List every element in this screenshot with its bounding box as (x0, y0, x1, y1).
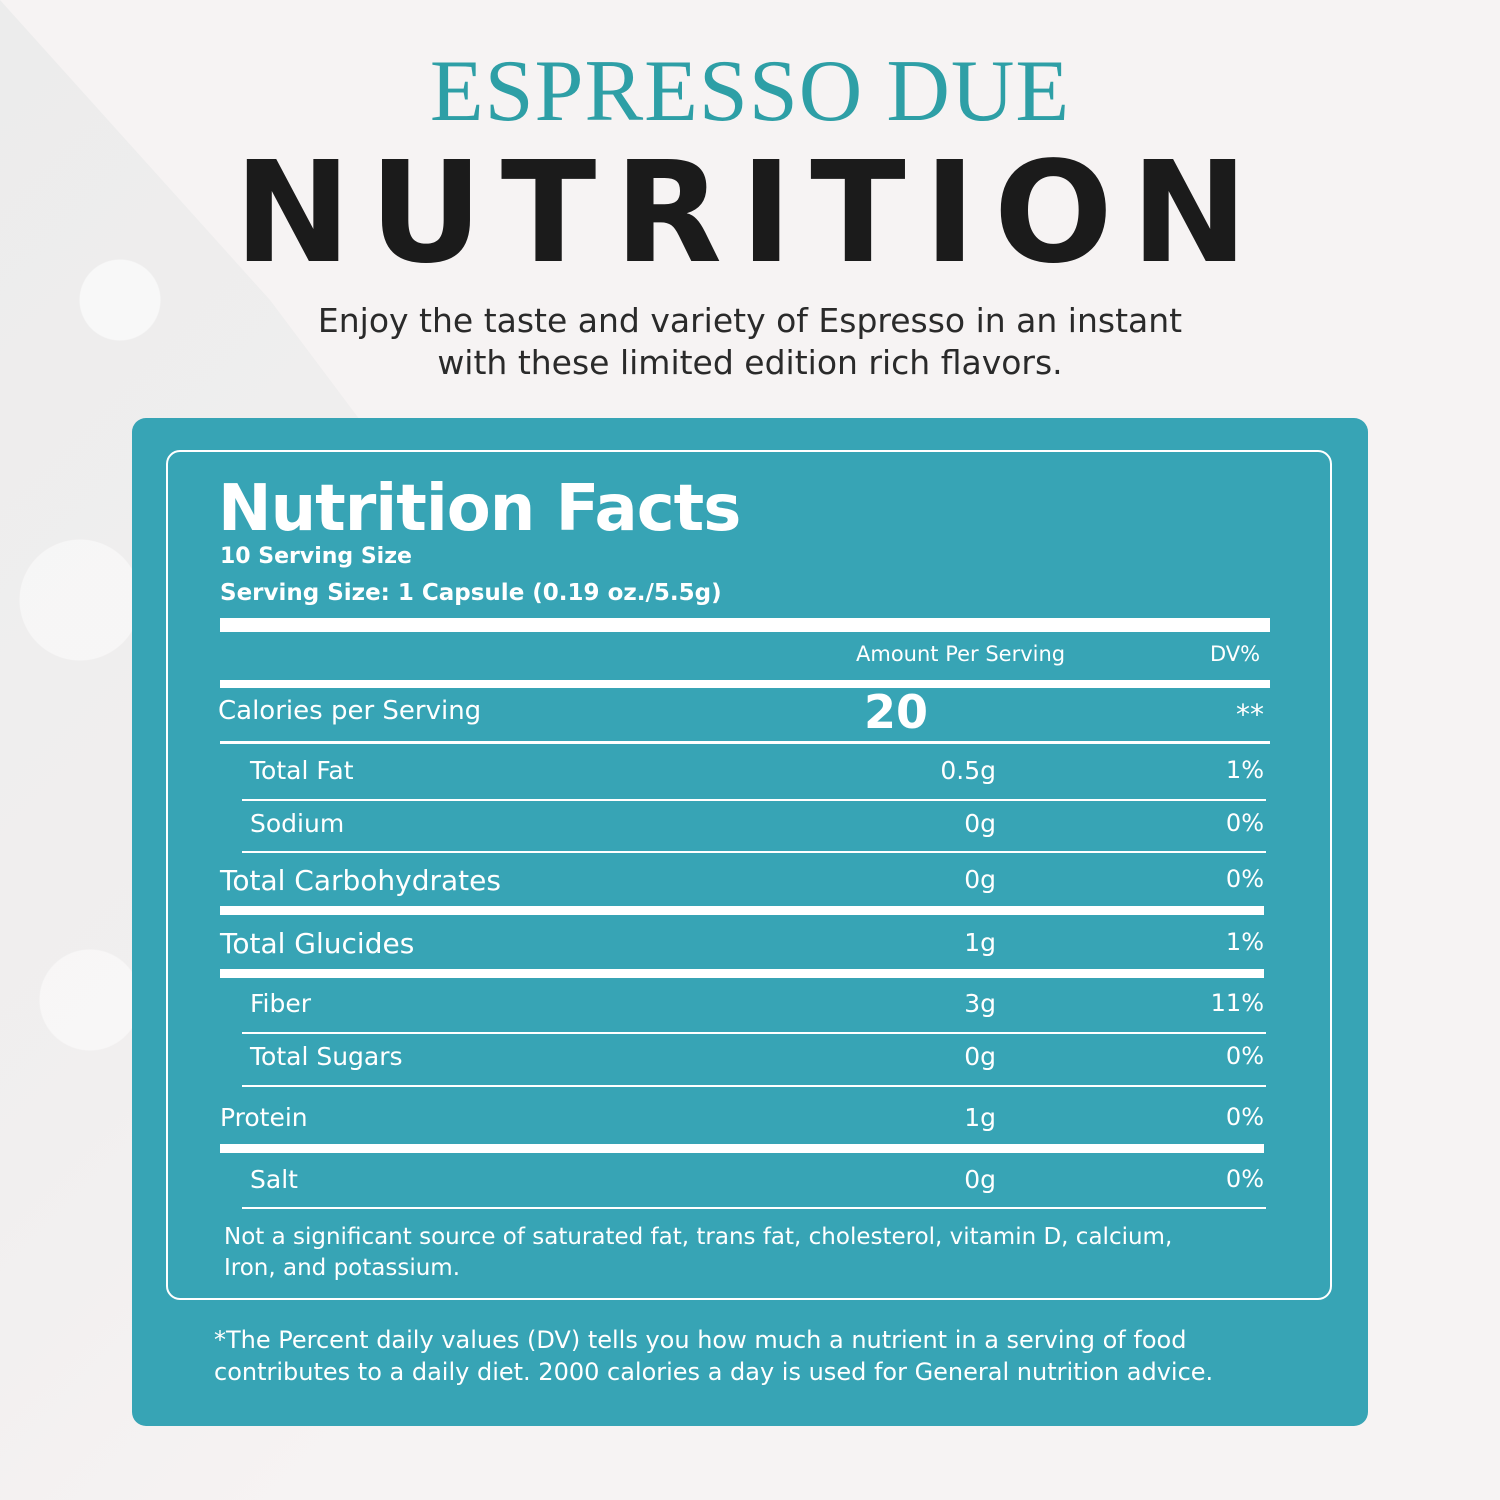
thick-divider (220, 906, 1264, 915)
total-sugars-amount: 0g (964, 1042, 996, 1071)
total-glucides-label: Total Glucides (220, 927, 415, 960)
amount-column-header: Amount Per Serving (856, 642, 1066, 666)
salt-dv: 0% (1225, 1165, 1264, 1193)
sodium-amount: 0g (964, 809, 996, 838)
dv-footnote-line-1: *The Percent daily values (DV) tells you… (214, 1326, 1187, 1354)
total-carbohydrates-label: Total Carbohydrates (220, 864, 501, 897)
servings-count: 10 Serving Size (220, 544, 412, 569)
salt-label: Salt (250, 1165, 298, 1194)
divider (242, 1085, 1266, 1087)
nutrition-facts-card: Nutrition Facts 10 Serving Size Serving … (166, 450, 1332, 1300)
divider (242, 851, 1266, 853)
thick-divider (220, 1144, 1264, 1153)
fiber-dv: 11% (1210, 989, 1264, 1017)
brand-name: ESPRESSO DUE (429, 43, 1071, 140)
nutrition-note: Not a significant source of saturated fa… (224, 1222, 1284, 1284)
divider (242, 799, 1266, 801)
tagline-line-1: Enjoy the taste and variety of Espresso … (317, 301, 1183, 340)
divider (242, 1032, 1266, 1034)
nutrition-panel: Nutrition Facts 10 Serving Size Serving … (132, 418, 1368, 1426)
divider (220, 741, 1270, 744)
total-sugars-label: Total Sugars (250, 1042, 403, 1071)
total-glucides-dv: 1% (1225, 928, 1264, 956)
protein-dv: 0% (1225, 1103, 1264, 1131)
total-fat-dv: 1% (1225, 756, 1264, 784)
protein-label: Protein (220, 1103, 308, 1132)
calories-dv: ** (1236, 698, 1264, 731)
sodium-label: Sodium (250, 809, 345, 838)
fiber-amount: 3g (964, 989, 996, 1018)
fiber-label: Fiber (250, 989, 312, 1018)
nutrition-facts-title: Nutrition Facts (218, 472, 741, 546)
divider (242, 1207, 1266, 1209)
tagline: Enjoy the taste and variety of Espresso … (0, 300, 1500, 384)
dv-column-header: DV% (1210, 642, 1261, 666)
dv-footnote: *The Percent daily values (DV) tells you… (214, 1324, 1314, 1388)
protein-amount: 1g (964, 1103, 996, 1132)
nutrition-note-line-2: Iron, and potassium. (224, 1255, 461, 1281)
thick-divider (220, 618, 1270, 632)
calories-amount: 20 (863, 685, 928, 739)
tagline-line-2: with these limited edition rich flavors. (437, 343, 1063, 382)
total-carbohydrates-dv: 0% (1225, 865, 1264, 893)
total-fat-label: Total Fat (250, 756, 354, 785)
total-fat-amount: 0.5g (940, 756, 996, 785)
calories-label: Calories per Serving (218, 696, 482, 726)
divider (220, 680, 1270, 688)
total-carbohydrates-amount: 0g (964, 865, 996, 894)
serving-size: Serving Size: 1 Capsule (0.19 oz./5.5g) (220, 580, 722, 606)
nutrition-note-line-1: Not a significant source of saturated fa… (224, 1224, 1173, 1250)
total-sugars-dv: 0% (1225, 1042, 1264, 1070)
sodium-dv: 0% (1225, 809, 1264, 837)
thick-divider (220, 969, 1264, 978)
dv-footnote-line-2: contributes to a daily diet. 2000 calori… (214, 1358, 1214, 1386)
total-glucides-amount: 1g (964, 928, 996, 957)
salt-amount: 0g (964, 1165, 996, 1194)
page-title: NUTRITION (233, 132, 1266, 295)
